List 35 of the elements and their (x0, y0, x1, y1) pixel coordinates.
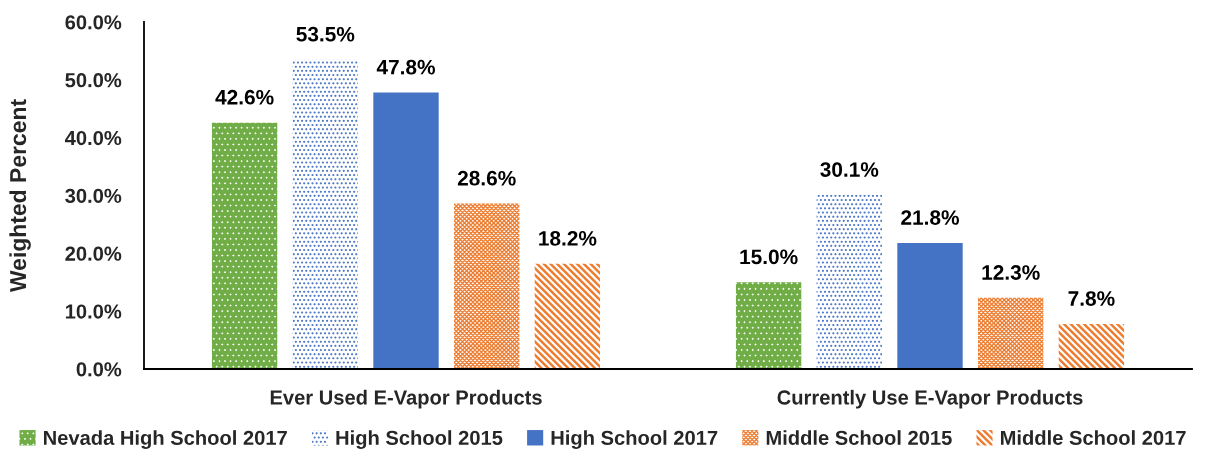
legend-label: High School 2017 (551, 430, 718, 450)
data-label: 18.2% (539, 230, 597, 246)
bar (1058, 323, 1125, 369)
y-tick-label: 60.0% (65, 15, 122, 30)
data-label: 28.6% (457, 170, 516, 186)
y-tick-label: 30.0% (65, 188, 122, 204)
data-label: 42.6% (215, 89, 274, 105)
y-tick-label: 50.0% (65, 73, 122, 88)
data-label: 21.8% (901, 210, 959, 225)
x-tick-label: Ever Used E-Vapor Products (270, 389, 542, 409)
bar (373, 92, 439, 369)
bar (735, 282, 802, 369)
legend-label: Nevada High School 2017 (43, 430, 287, 450)
bar (816, 194, 882, 369)
bar (211, 122, 278, 369)
data-label: 30.1% (820, 162, 879, 177)
y-axis-title: Weighted Percent (9, 99, 31, 293)
bar (454, 203, 520, 369)
legend-label: High School 2015 (336, 430, 503, 450)
x-tick-label: Currently Use E-Vapor Products (777, 389, 1083, 409)
data-label: 7.8% (1068, 291, 1115, 306)
y-tick-label: 40.0% (64, 130, 122, 146)
y-tick-label: 0.0% (76, 362, 122, 377)
bar (978, 297, 1044, 369)
bar (292, 59, 358, 369)
y-tick-label: 10.0% (65, 304, 122, 319)
y-tick-label: 20.0% (65, 246, 122, 261)
legend-label: Middle School 2015 (766, 430, 952, 445)
bar (897, 242, 963, 369)
data-label: 15.0% (740, 249, 798, 265)
data-label: 53.5% (296, 26, 355, 42)
legend-label: Middle School 2017 (1000, 430, 1186, 445)
bar (534, 263, 601, 369)
data-label: 47.8% (376, 59, 435, 75)
data-label: 12.3% (982, 265, 1040, 280)
